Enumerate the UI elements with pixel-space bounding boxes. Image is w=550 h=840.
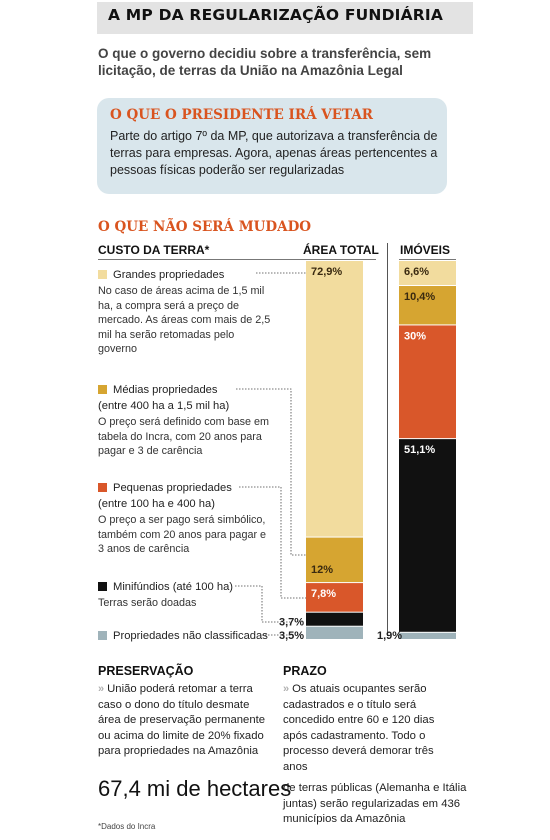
legend-large: Grandes propriedades No caso de áreas ac…: [98, 268, 273, 357]
bar-label: 7,8%: [311, 588, 336, 600]
bar-label: 3,7%: [279, 617, 304, 629]
hectares-text: de terras públicas (Alemanha e Itália ju…: [283, 782, 467, 825]
bar-label: 30%: [404, 330, 426, 342]
veto-box: [97, 98, 447, 194]
legend-medium-desc: O preço será definido com base em tabela…: [98, 416, 270, 457]
legend-small-desc: O preço a ser pago será simbólico, també…: [98, 514, 267, 555]
legend-small-name: Pequenas propriedades: [113, 482, 232, 494]
deadline-title: PRAZO: [283, 664, 327, 678]
col-head-area: ÁREA TOTAL: [303, 243, 379, 257]
legend-mini-name: Minifúndios (até 100 ha): [113, 581, 234, 593]
legend-small-range: (entre 100 ha e 400 ha): [98, 498, 215, 510]
bar-label: 72,9%: [311, 266, 342, 278]
header-rule-left: [98, 259, 376, 260]
bar-segment: [399, 286, 456, 325]
col-head-cost: CUSTO DA TERRA*: [98, 243, 210, 257]
legend-medium-range: (entre 400 ha a 1,5 mil ha): [98, 400, 230, 412]
deadline-block: » Os atuais ocupantes serão cadastrados e…: [283, 682, 458, 775]
bar-segment: [306, 583, 363, 612]
bar-segment: [306, 612, 363, 626]
legend-mini: Minifúndios (até 100 ha) Terras serão do…: [98, 580, 278, 611]
header-rule-right: [399, 259, 456, 260]
legend-medium: Médias propriedades (entre 400 ha a 1,5 …: [98, 383, 278, 459]
legend-medium-name: Médias propriedades: [113, 384, 218, 396]
bar-segment: [399, 261, 456, 286]
swatch-large: [98, 270, 107, 279]
bar-label: 6,6%: [404, 266, 429, 278]
bar-segment: [306, 626, 363, 639]
bar-label: 1,9%: [377, 630, 402, 642]
legend-large-name: Grandes propriedades: [113, 269, 225, 281]
preservation-title: PRESERVAÇÃO: [98, 664, 194, 678]
preservation-block: » União poderá retomar a terra caso o don…: [98, 682, 273, 760]
bar-segment: [306, 261, 363, 537]
page-subtitle: O que o governo decidiu sobre a transfer…: [98, 46, 432, 78]
bar-segment: [399, 439, 456, 632]
swatch-mini: [98, 582, 107, 591]
bar-segment: [306, 537, 363, 583]
page-title: A MP DA REGULARIZAÇÃO FUNDIÁRIA: [108, 6, 444, 24]
legend-large-desc: No caso de áreas acima de 1,5 mil ha, a …: [98, 285, 271, 355]
arrow-icon: »: [283, 683, 290, 695]
preservation-text: União poderá retomar a terra caso o dono…: [98, 683, 266, 757]
bar-label: 10,4%: [404, 291, 435, 303]
bar-segment: [399, 325, 456, 439]
swatch-unclassified: [98, 631, 107, 640]
legend-unclassified-name: Propriedades não classificadas: [113, 630, 268, 642]
swatch-small: [98, 483, 107, 492]
swatch-medium: [98, 385, 107, 394]
column-divider: [387, 243, 388, 636]
legend-unclassified: Propriedades não classificadas: [98, 629, 288, 643]
unchanged-title: O QUE NÃO SERÁ MUDADO: [98, 219, 312, 235]
bar-label: 12%: [311, 564, 333, 576]
legend-small: Pequenas propriedades (entre 100 ha e 40…: [98, 481, 273, 557]
veto-text: Parte do artigo 7º da MP, que autorizava…: [110, 129, 438, 177]
col-head-props: IMÓVEIS: [400, 243, 451, 257]
arrow-icon: »: [98, 683, 105, 695]
bar-label: 51,1%: [404, 444, 435, 456]
veto-title: O QUE O PRESIDENTE IRÁ VETAR: [110, 107, 374, 123]
legend-mini-desc: Terras serão doadas: [98, 597, 197, 609]
deadline-text: Os atuais ocupantes serão cadastrados e …: [283, 683, 435, 773]
title-bar: [97, 2, 473, 34]
hectares-number: 67,4 mi de hectares: [98, 776, 292, 801]
bar-segment: [399, 632, 456, 639]
source-note: *Dados do Incra: [98, 822, 156, 831]
